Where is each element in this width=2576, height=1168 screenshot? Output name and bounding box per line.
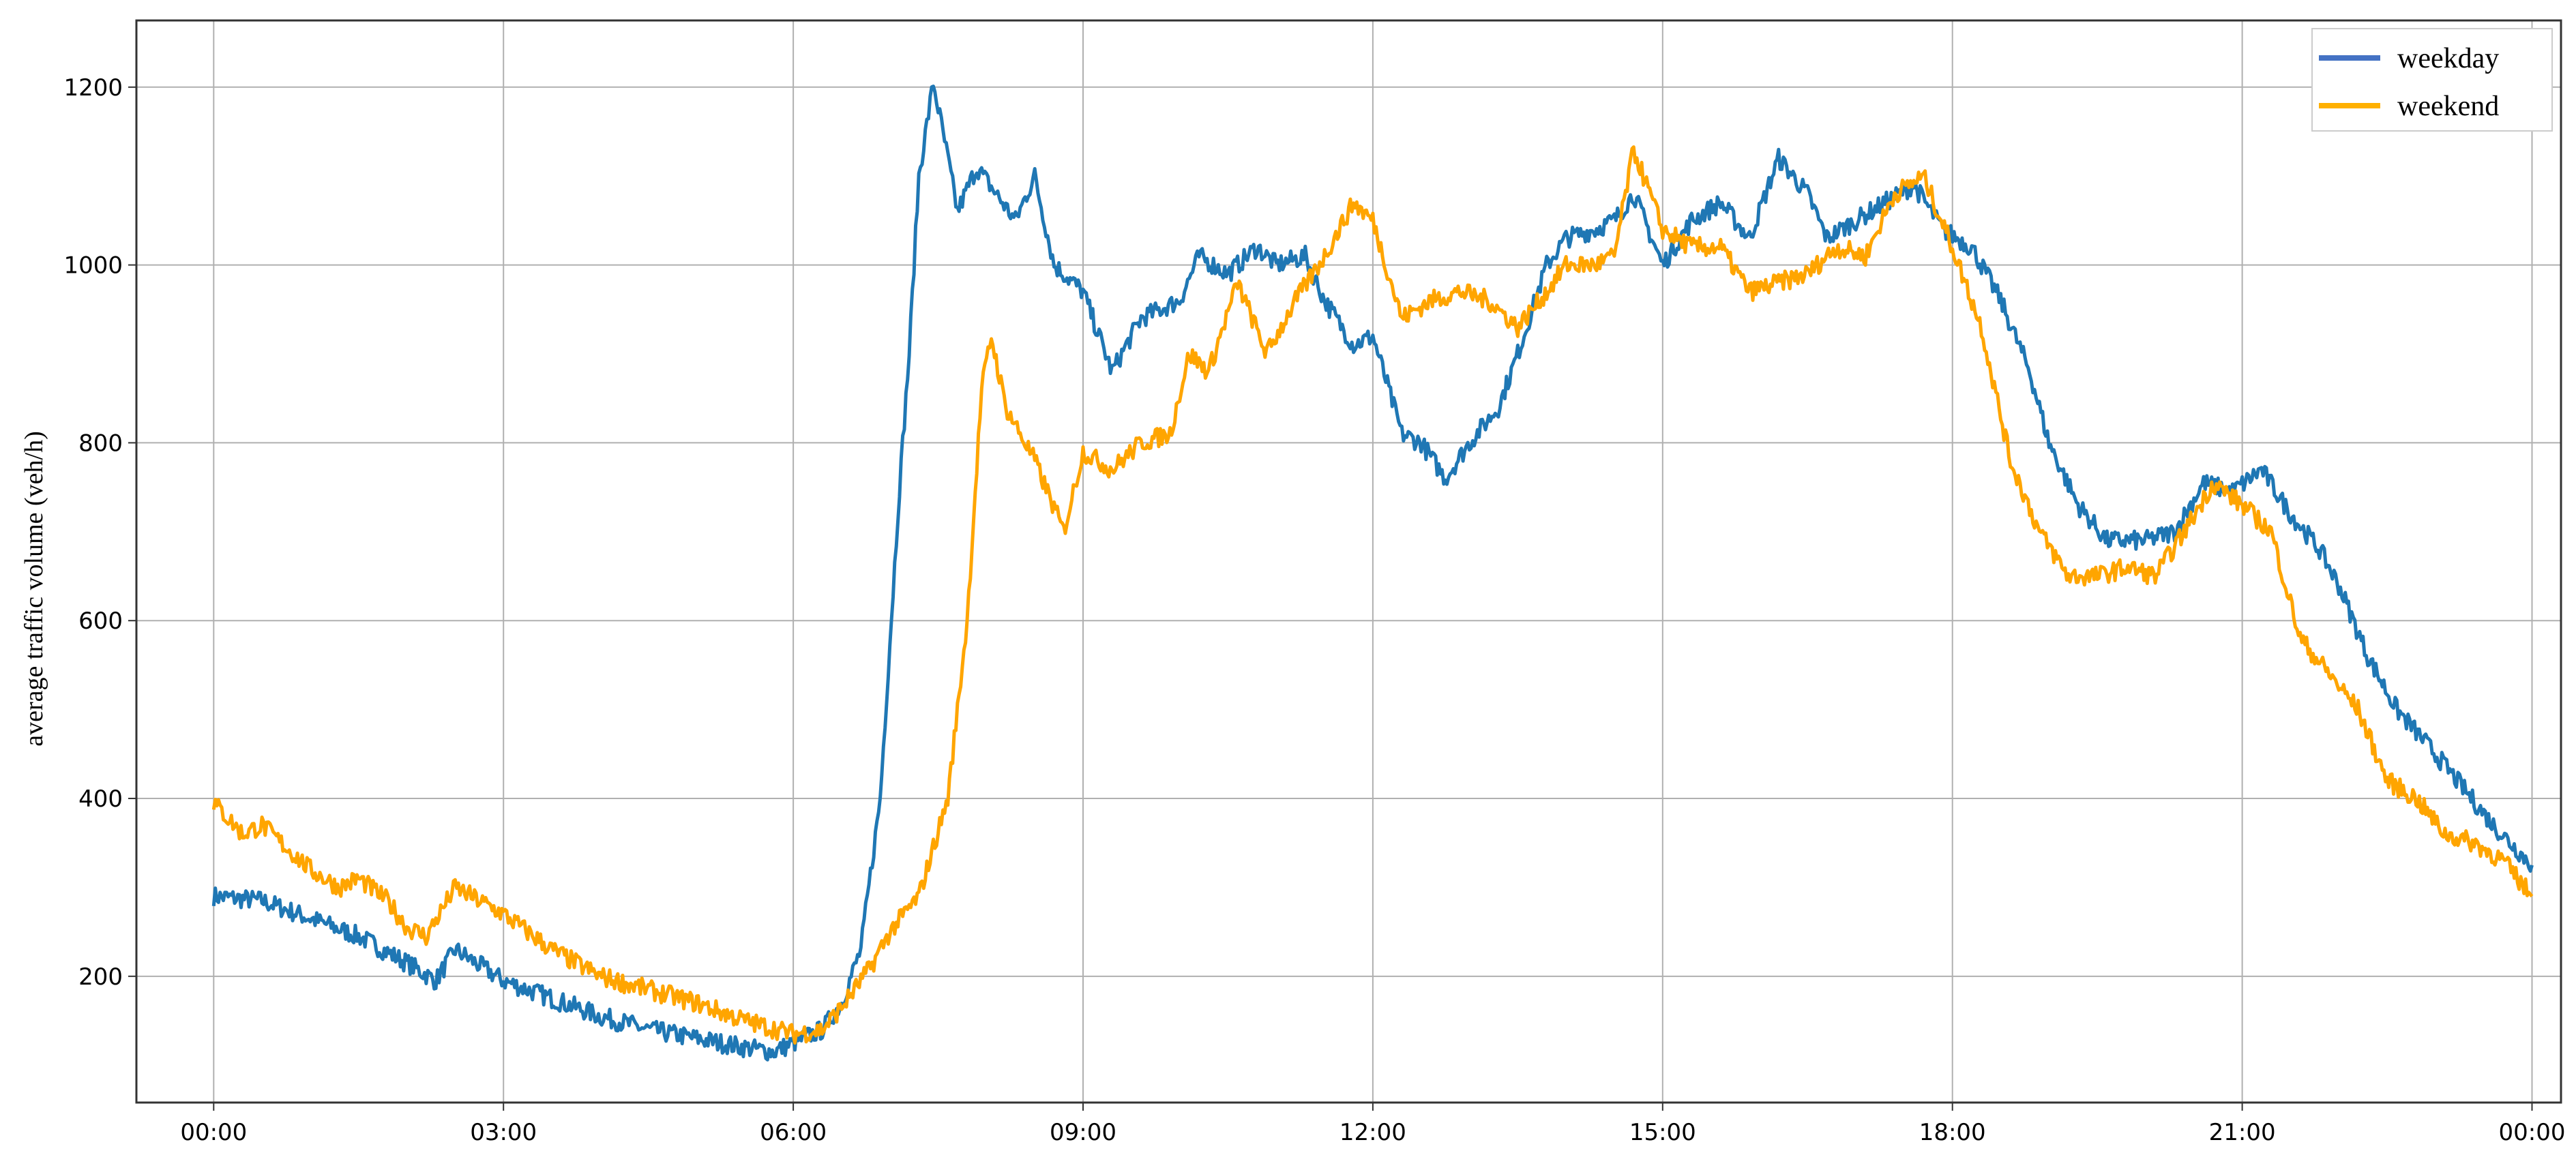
x-tick-label: 00:00 (2499, 1119, 2566, 1146)
y-tick-label: 600 (78, 608, 123, 635)
legend-label-weekday: weekday (2397, 43, 2499, 74)
x-axis-ticks: 00:00 03:00 06:00 09:00 12:00 15:00 18:00 21:00… (180, 1103, 2566, 1146)
y-axis-ticks: 200 400 600 800 1000 1200 (63, 74, 136, 991)
x-tick-label: 12:00 (1339, 1119, 1406, 1146)
series-line-weekday (211, 85, 2534, 1062)
x-tick-label: 00:00 (180, 1119, 247, 1146)
y-tick-label: 200 (78, 963, 123, 991)
x-tick-label: 06:00 (760, 1119, 827, 1146)
y-tick-label: 400 (78, 785, 123, 813)
x-tick-label: 21:00 (2209, 1119, 2276, 1146)
series-lines (211, 85, 2534, 1062)
series-line-weekend (211, 145, 2534, 1045)
x-tick-label: 18:00 (1919, 1119, 1986, 1146)
x-tick-label: 15:00 (1629, 1119, 1696, 1146)
legend-label-weekend: weekend (2397, 91, 2499, 122)
plot-frame (135, 19, 2562, 1104)
y-axis-label: average traffic volume (veh/h) (20, 431, 48, 746)
grid-lines (136, 20, 2561, 1103)
y-tick-label: 1200 (63, 74, 123, 102)
x-tick-label: 09:00 (1050, 1119, 1116, 1146)
y-tick-label: 1000 (63, 252, 123, 280)
x-tick-label: 03:00 (470, 1119, 537, 1146)
y-tick-label: 800 (78, 430, 123, 457)
legend-box (2311, 28, 2553, 132)
legend: weekday weekend (2311, 28, 2553, 132)
